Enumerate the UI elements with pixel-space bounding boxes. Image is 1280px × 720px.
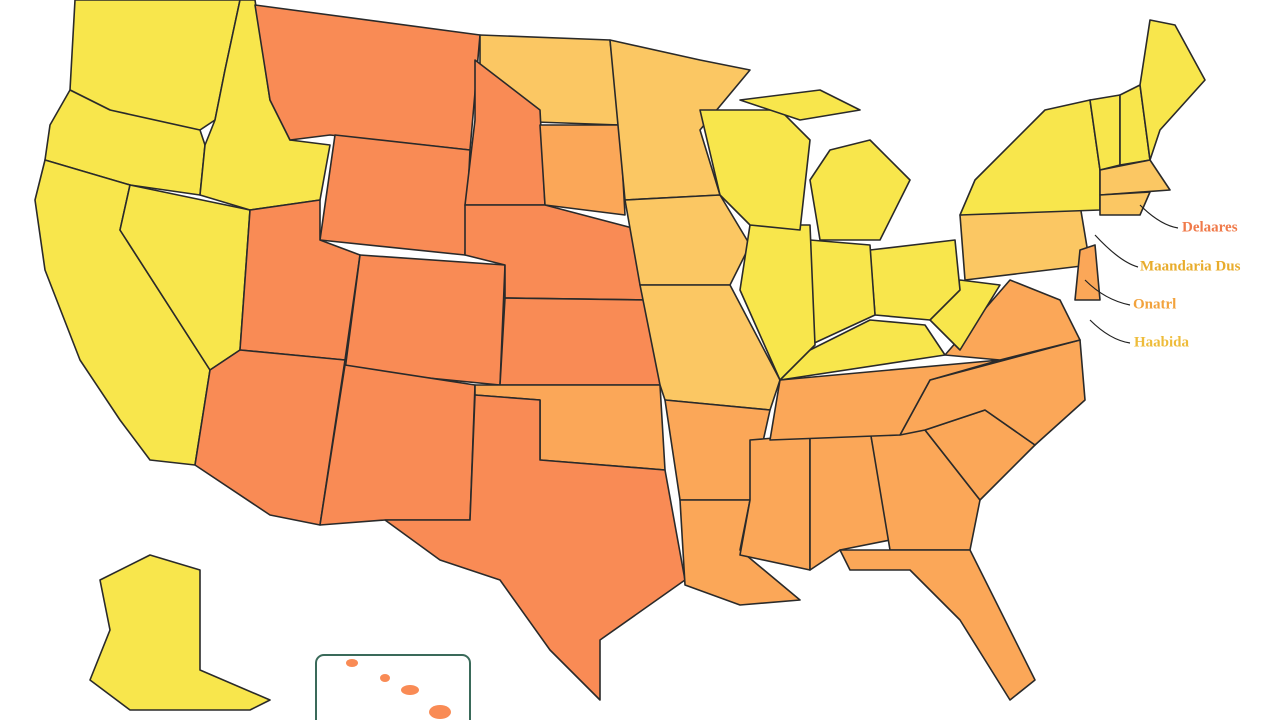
- state: [319, 364, 476, 526]
- state: [539, 124, 626, 216]
- state: [809, 139, 911, 241]
- state: [959, 204, 1091, 281]
- region-label: Haabida: [1134, 334, 1190, 350]
- region-label: Delaares: [1182, 219, 1238, 235]
- state: [959, 99, 1101, 216]
- states: [34, 0, 1206, 711]
- state: [624, 194, 751, 286]
- state: [1139, 19, 1206, 161]
- state: [944, 279, 1081, 361]
- state: [194, 349, 346, 526]
- state: [344, 254, 506, 386]
- state: [499, 297, 661, 386]
- region-label: Maandaria Dus: [1140, 258, 1241, 274]
- state: [739, 434, 811, 571]
- state: [1099, 191, 1151, 216]
- state: [739, 89, 861, 121]
- region-label: Onatrl: [1133, 296, 1176, 312]
- state: [254, 4, 481, 151]
- state: [839, 549, 1036, 701]
- state: [769, 359, 1001, 441]
- state: [384, 394, 686, 701]
- hawaii: [346, 659, 451, 719]
- state: [899, 339, 1086, 446]
- state: [1074, 244, 1101, 301]
- state: [1099, 159, 1171, 196]
- inset-frame: [315, 654, 471, 720]
- state: [89, 554, 271, 711]
- state: [319, 134, 471, 256]
- labels: Delaares Maandaria Dus Onatrl Haabida: [1133, 219, 1241, 350]
- leader-lines: [1084, 204, 1179, 344]
